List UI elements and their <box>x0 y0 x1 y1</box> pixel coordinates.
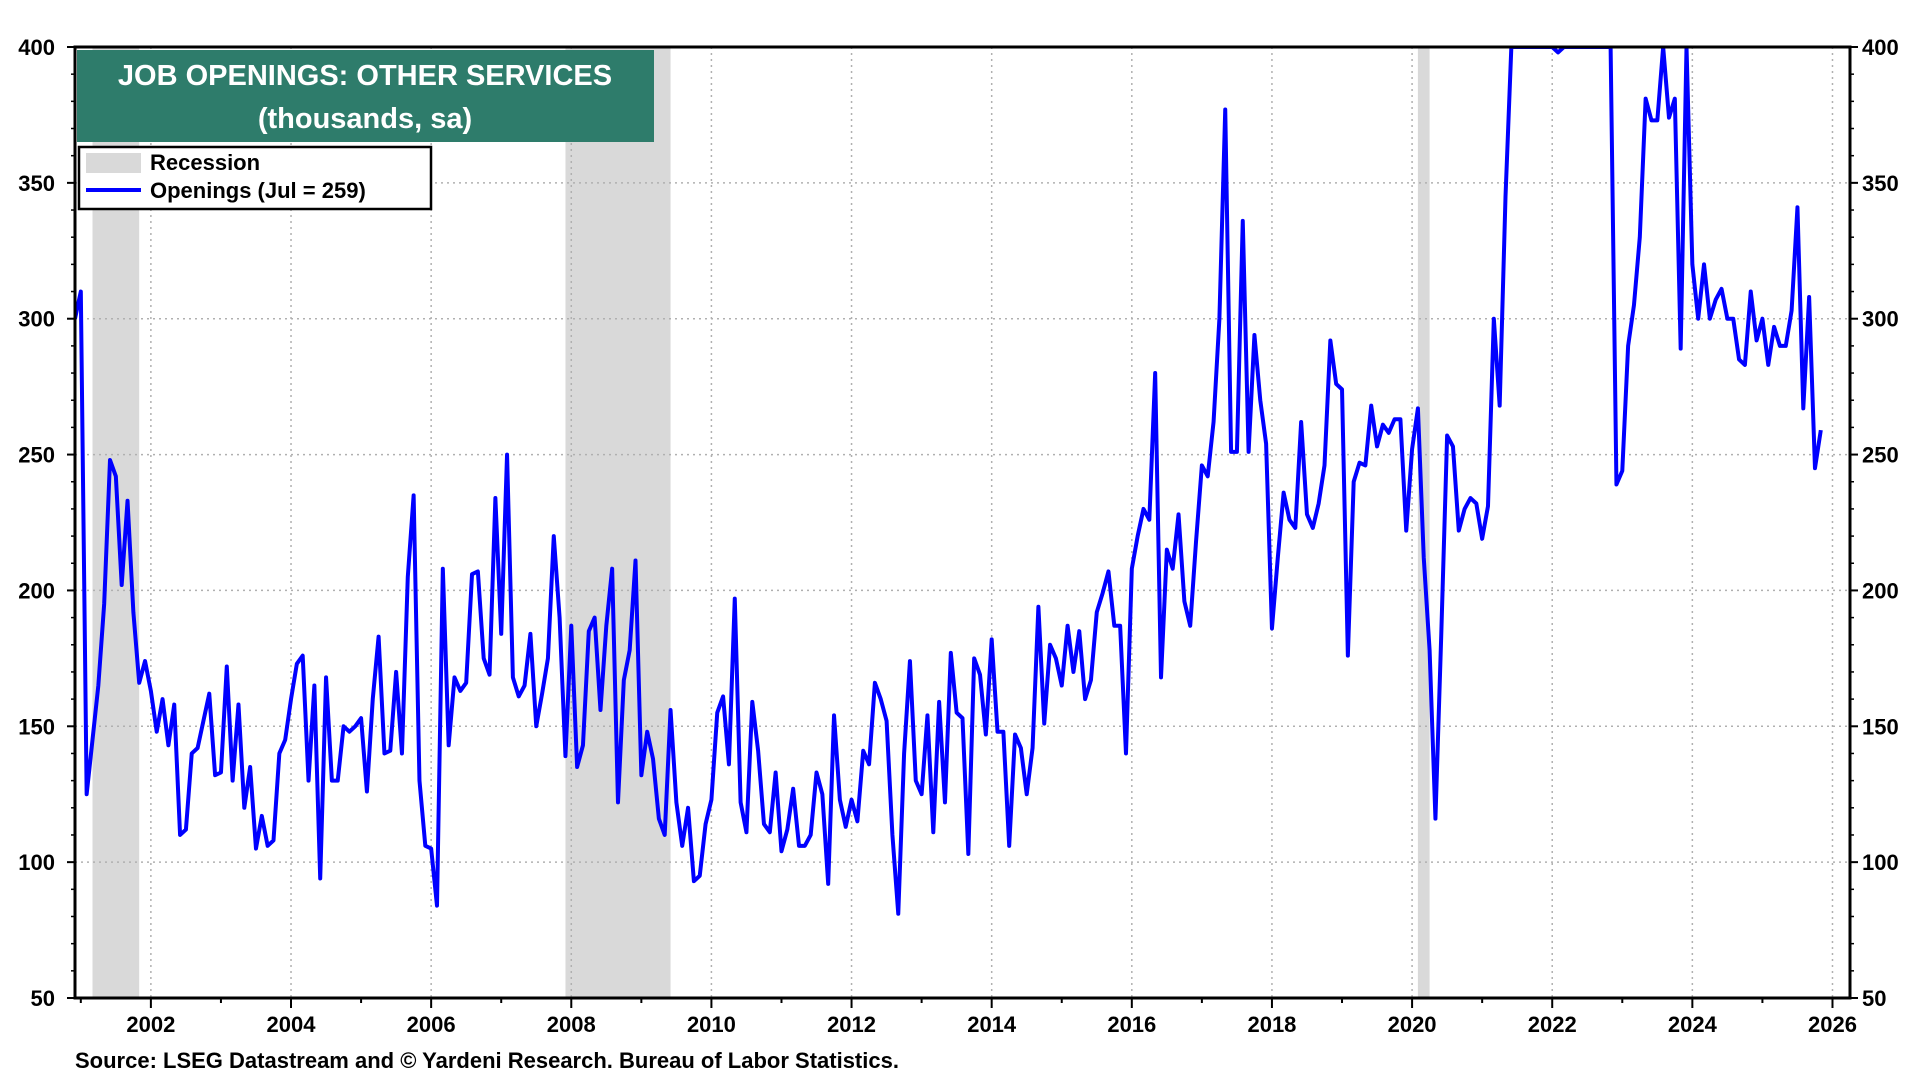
series-layer <box>75 47 1823 916</box>
legend-recession-swatch <box>86 153 141 173</box>
x-tick-label: 2024 <box>1668 1012 1718 1037</box>
x-tick-label: 2010 <box>687 1012 736 1037</box>
y-tick-label-right: 100 <box>1862 850 1899 875</box>
y-tick-label-right: 200 <box>1862 578 1899 603</box>
x-tick-label: 2018 <box>1247 1012 1296 1037</box>
y-tick-label-right: 250 <box>1862 443 1899 468</box>
plot-frame <box>73 45 1852 1000</box>
series-line-1 <box>75 47 1823 916</box>
y-tick-label-right: 150 <box>1862 714 1899 739</box>
chart-title-background <box>77 50 654 142</box>
y-tick-label-left: 150 <box>18 714 55 739</box>
x-tick-label: 2020 <box>1388 1012 1437 1037</box>
x-tick-label: 2008 <box>547 1012 596 1037</box>
chart-title-box: JOB OPENINGS: OTHER SERVICES (thousands,… <box>77 50 654 142</box>
x-tick-label: 2026 <box>1808 1012 1857 1037</box>
y-tick-label-left: 100 <box>18 850 55 875</box>
x-tick-label: 2016 <box>1107 1012 1156 1037</box>
legend-recession-label: Recession <box>150 150 260 175</box>
chart-legend: Recession Openings (Jul = 259) <box>77 145 433 211</box>
y-tick-label-left: 50 <box>31 986 55 1011</box>
x-tick-label: 2002 <box>126 1012 175 1037</box>
y-tick-label-left: 250 <box>18 443 55 468</box>
y-tick-label-right: 400 <box>1862 35 1899 60</box>
x-tick-label: 2004 <box>267 1012 317 1037</box>
x-tick-label: 2022 <box>1528 1012 1577 1037</box>
y-tick-label-right: 300 <box>1862 307 1899 332</box>
y-tick-label-right: 50 <box>1862 986 1886 1011</box>
source-note: Source: LSEG Datastream and © Yardeni Re… <box>75 1048 899 1073</box>
x-tick-label: 2012 <box>827 1012 876 1037</box>
x-tick-label: 2006 <box>407 1012 456 1037</box>
chart-title: JOB OPENINGS: OTHER SERVICES <box>118 60 612 92</box>
x-tick-label: 2014 <box>967 1012 1017 1037</box>
y-tick-label-left: 200 <box>18 578 55 603</box>
gridlines <box>75 47 1850 998</box>
chart-subtitle: (thousands, sa) <box>258 103 472 135</box>
y-tick-label-left: 300 <box>18 307 55 332</box>
y-tick-label-right: 350 <box>1862 171 1899 196</box>
legend-series-label: Openings (Jul = 259) <box>150 178 366 203</box>
y-tick-label-left: 400 <box>18 35 55 60</box>
y-tick-label-left: 350 <box>18 171 55 196</box>
axes: 50 50 100 100 150 150 200 200 250 250 300 300 350 350… <box>18 35 1898 1037</box>
recession-band-2 <box>565 47 671 998</box>
